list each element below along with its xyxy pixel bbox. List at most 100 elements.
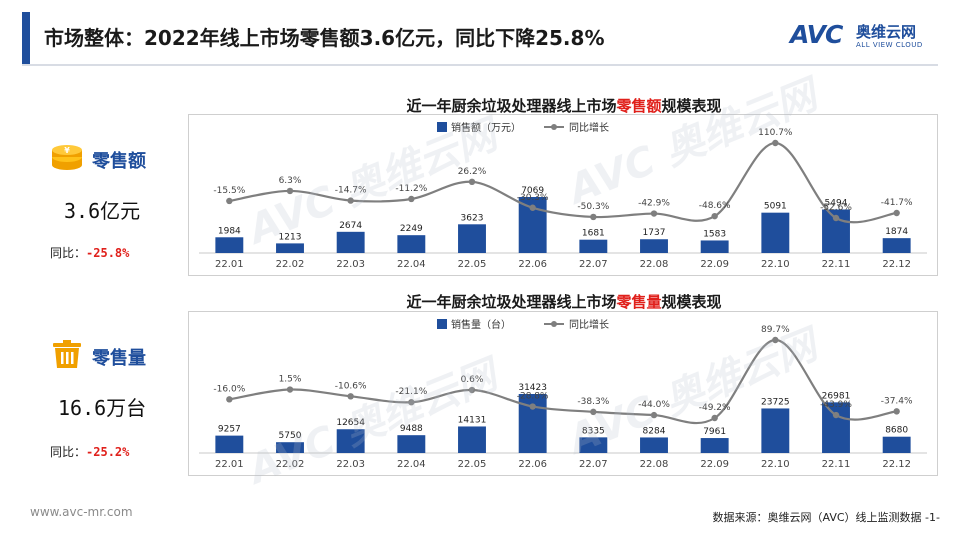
bar-value-label: 8680 (885, 426, 908, 436)
legend-line-marker (551, 124, 557, 130)
yoy-data-label: -48.6% (699, 201, 731, 211)
bar (882, 436, 911, 453)
legend-bar-label: 销售额（万元） (451, 121, 521, 134)
kpi-sales-name: 零售额 (92, 151, 146, 172)
bar (822, 402, 850, 453)
bar (397, 235, 426, 253)
chart1-svg: 销售额（万元） 同比增长 1984 22.01 1213 22.02 2674 22.03 22… (199, 121, 927, 270)
bar (336, 429, 365, 453)
x-tick-label: 22.01 (215, 259, 244, 270)
svg-text:¥: ¥ (64, 146, 70, 155)
yoy-point (832, 411, 840, 419)
x-tick-label: 22.07 (579, 259, 608, 270)
yoy-point (347, 393, 354, 400)
yoy-data-label: -16.0% (213, 384, 245, 394)
bar-value-label: 1681 (582, 229, 605, 239)
yoy-point (893, 209, 900, 217)
legend-bar-swatch (437, 122, 447, 132)
bar-value-label: 26981 (822, 391, 851, 401)
x-tick-label: 22.04 (397, 259, 426, 270)
legend-line-marker (551, 321, 557, 327)
legend-line-label: 同比增长 (569, 121, 609, 134)
yoy-series-line (229, 338, 897, 425)
bar (336, 231, 365, 253)
page-title: 市场整体：2022年线上市场零售额3.6亿元，同比下降25.8% (44, 26, 605, 50)
header-accent-bar (22, 12, 30, 64)
yoy-point (408, 195, 415, 203)
bar-value-label: 7961 (703, 427, 726, 437)
bar (761, 408, 790, 453)
yoy-data-label: 26.2% (458, 167, 487, 177)
bar (276, 243, 304, 253)
yoy-data-label: -44.0% (638, 400, 670, 410)
bar-value-label: 2674 (339, 221, 362, 231)
x-tick-label: 22.10 (761, 459, 790, 470)
bar (215, 435, 244, 453)
yoy-data-label: -14.7% (335, 186, 367, 196)
yoy-point (650, 411, 658, 419)
bar (518, 394, 547, 453)
x-tick-label: 22.02 (276, 259, 305, 270)
header-divider (22, 64, 938, 66)
yoy-point (529, 403, 536, 410)
bar-value-label: 1213 (279, 232, 302, 242)
chart2-svg: 销售量（台） 同比增长 9257 22.01 5750 22.02 12654 22.03 94… (199, 318, 927, 470)
yoy-point (226, 396, 233, 403)
yoy-point (529, 204, 536, 211)
x-tick-label: 22.07 (579, 459, 608, 470)
yoy-data-label: -28.8% (517, 392, 549, 402)
x-tick-label: 22.11 (822, 259, 851, 270)
yoy-point (468, 178, 476, 186)
yoy-data-label: 1.5% (279, 375, 302, 385)
yoy-point (893, 408, 900, 415)
legend-line-label: 同比增长 (569, 318, 609, 331)
yoy-point (711, 414, 718, 422)
yoy-data-label: -21.1% (395, 387, 427, 397)
x-tick-label: 22.11 (822, 459, 851, 470)
coin-stack-icon: ¥ (52, 145, 82, 170)
kpi-volume-name: 零售量 (92, 348, 146, 369)
x-tick-label: 22.06 (518, 459, 547, 470)
kpi-volume-yoy: 同比：-25.2% (50, 443, 129, 460)
logo-mark: AVC (790, 20, 843, 49)
bar-value-label: 1583 (703, 229, 726, 239)
kpi-sales-yoy: 同比：-25.8% (50, 244, 129, 261)
yoy-point (286, 187, 294, 195)
avc-logo: AVC 奥维云网 ALL VIEW CLOUD (790, 20, 940, 54)
x-tick-label: 22.04 (397, 459, 426, 470)
chart2-box: 销售量（台） 同比增长 9257 22.01 5750 22.02 12654 22.03 94… (188, 311, 938, 476)
bar (458, 224, 486, 253)
bar-value-label: 9488 (400, 424, 423, 434)
bar (640, 437, 668, 453)
yoy-point (286, 386, 294, 393)
yoy-data-label: -50.3% (577, 202, 609, 212)
yoy-data-label: 6.3% (279, 176, 302, 186)
bar-value-label: 7069 (521, 186, 544, 196)
kpi-volume-yoy-label: 同比： (50, 445, 87, 459)
x-tick-label: 22.01 (215, 459, 244, 470)
x-tick-label: 22.10 (761, 259, 790, 270)
bar (761, 212, 790, 253)
kpi-volume-value: 16.6万台 (58, 396, 147, 420)
bar (640, 239, 668, 253)
bar (579, 437, 608, 453)
x-tick-label: 22.08 (640, 459, 669, 470)
legend-bar-swatch (437, 319, 447, 329)
x-tick-label: 22.06 (518, 259, 547, 270)
yoy-data-label: -11.2% (395, 184, 427, 194)
bar-value-label: 5091 (764, 202, 787, 212)
bar (458, 426, 486, 453)
yoy-data-label: -43.9% (820, 400, 852, 410)
footer-url[interactable]: www.avc-mr.com (30, 505, 133, 519)
bar-value-label: 23725 (761, 397, 790, 407)
bar-value-label: 31423 (518, 383, 547, 393)
x-tick-label: 22.05 (458, 259, 487, 270)
bar-value-label: 1874 (885, 227, 908, 237)
yoy-point (772, 139, 779, 147)
chart2-title-post: 规模表现 (661, 293, 722, 311)
bar-value-label: 1984 (218, 226, 241, 236)
yoy-point (711, 212, 718, 220)
footer-source: 数据来源：奥维云网（AVC）线上监测数据 -1- (712, 511, 940, 524)
x-tick-label: 22.12 (882, 459, 911, 470)
yoy-point (226, 197, 233, 205)
